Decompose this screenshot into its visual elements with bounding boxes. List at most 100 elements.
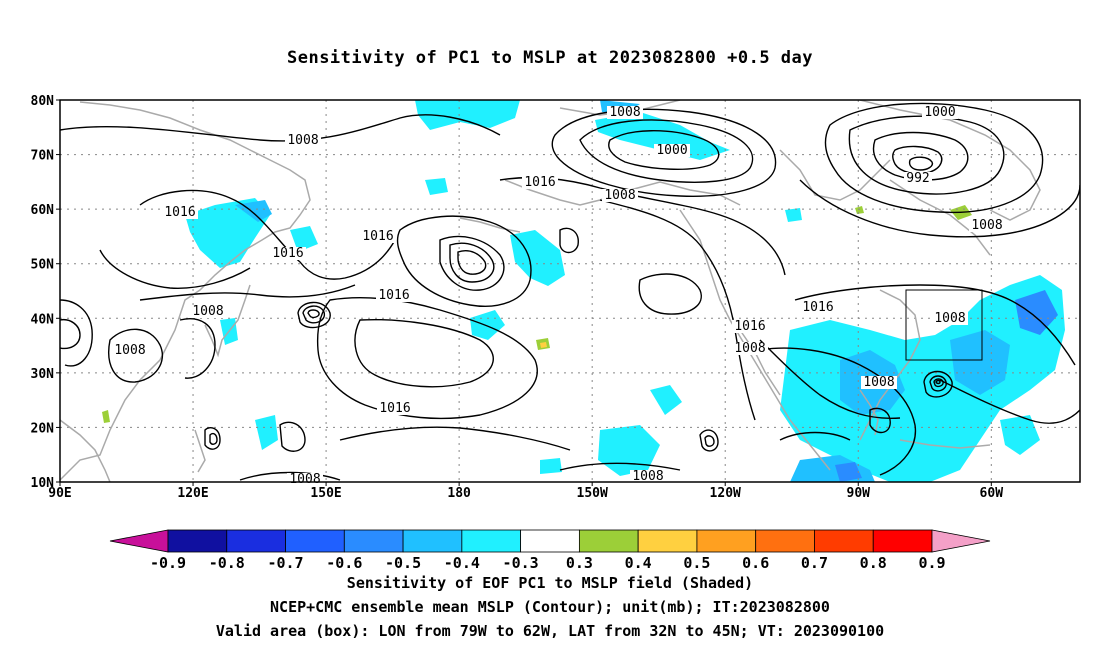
contour-1008-mex	[779, 431, 851, 441]
contour-1008-south	[239, 471, 341, 481]
contour-label: 1008	[971, 218, 1002, 233]
contour-1016-eastpac	[599, 199, 756, 421]
contour-1008-labrador	[799, 179, 1080, 238]
contour-label: 1016	[362, 229, 393, 244]
contour-label: 1016	[378, 288, 409, 303]
contour-label: 1000	[924, 105, 955, 120]
contour-label: 1000	[656, 143, 687, 158]
shade-cyan-aleutian	[510, 230, 565, 286]
lon-tick-label: 60W	[980, 486, 1004, 501]
colorbar-label: -0.8	[209, 554, 245, 572]
lon-tick-label: 180	[447, 486, 471, 501]
colorbar-tip-left	[109, 529, 169, 553]
caption-contour: NCEP+CMC ensemble mean MSLP (Contour); u…	[270, 598, 830, 616]
contour-high-1	[638, 273, 702, 315]
contour-label-bg	[969, 219, 1005, 232]
colorbar-label: 0.9	[918, 554, 945, 572]
colorbar: -0.9 -0.8 -0.7 -0.6 -0.5 -0.4 -0.3 0.3 0.4 0.5 0.6…	[109, 529, 991, 572]
contour-label: 1008	[934, 311, 965, 326]
colorbar-segment	[755, 529, 815, 553]
contour-label-bg	[732, 342, 768, 355]
colorbar-segment	[461, 529, 522, 553]
contour-1016-gulf	[759, 339, 901, 420]
contour-label: 1008	[604, 188, 635, 203]
colorbar-tip-right	[931, 529, 991, 553]
colorbar-label: -0.3	[503, 554, 539, 572]
caption-shading: Sensitivity of EOF PC1 to MSLP field (Sh…	[346, 574, 754, 592]
contour-hurricane-3	[923, 370, 953, 398]
coast-seasia	[60, 419, 111, 482]
contour-label-bg	[630, 470, 666, 483]
shade-green-india	[102, 410, 110, 423]
lat-tick-label: 60N	[31, 203, 55, 218]
caption-valid-area: Valid area (box): LON from 79W to 62W, L…	[215, 622, 885, 640]
contour-aleutian-low-1	[439, 235, 505, 291]
contour-label-bg	[112, 344, 148, 357]
colorbar-segment	[167, 529, 228, 553]
contour-westpac-1	[204, 427, 221, 450]
shade-cyan-south	[540, 458, 562, 474]
contour-label-bg	[932, 312, 968, 325]
lon-tick-label: 90W	[847, 486, 871, 501]
contour-beringlow-1	[579, 119, 754, 183]
coast-philippines	[194, 429, 206, 473]
contour-label-bg	[190, 305, 226, 318]
contour-label: 1016	[272, 246, 303, 261]
colorbar-label: -0.6	[326, 554, 362, 572]
contour-1008-hawaii-s	[559, 462, 681, 471]
coast-korea-japan	[204, 284, 251, 358]
colorbar-segment	[285, 529, 345, 553]
shade-cyan-eastpac	[650, 385, 682, 415]
contour-pac-1016-big	[316, 297, 538, 420]
contour-1016-subtrop-pac	[339, 426, 571, 451]
contour-label: 1008	[863, 375, 894, 390]
lon-tick-label: 120W	[710, 486, 741, 501]
colorbar-label: -0.7	[267, 554, 303, 572]
shade-cyan-midpac	[470, 310, 505, 340]
shade-cyan-us-inland	[425, 178, 448, 195]
contour-label: 1008	[289, 472, 320, 487]
contour-asia-1016	[139, 189, 396, 280]
mslp-contours	[60, 102, 1080, 481]
contour-label-bg	[360, 230, 396, 243]
contour-greenland-1000	[824, 102, 1044, 214]
contour-1016-atlantic	[794, 284, 1076, 366]
contour-label-bg	[922, 106, 958, 119]
contour-label: 1016	[802, 300, 833, 315]
colorbar-label: 0.8	[860, 554, 887, 572]
contour-label: 1016	[164, 205, 195, 220]
coast-florida	[859, 389, 879, 436]
coast-labrador	[889, 179, 991, 256]
contour-label-bg	[285, 134, 321, 147]
contour-1008-japan	[179, 318, 216, 379]
contour-label-bg	[800, 301, 836, 314]
colorbar-segment	[343, 529, 404, 553]
shade-cyan-hudson-small	[785, 208, 802, 222]
lat-tick-label: 30N	[31, 367, 55, 382]
shade-deep-blue-gulf	[835, 462, 862, 482]
contour-1008-westpac	[108, 328, 163, 383]
contour-westpac-3	[279, 421, 306, 452]
colorbar-label: 0.6	[742, 554, 769, 572]
lat-tick-label: 50N	[31, 258, 55, 273]
colorbar-label: -0.5	[385, 554, 421, 572]
contour-label: 1008	[287, 133, 318, 148]
shade-cyan-bering	[595, 112, 730, 160]
contour-1016-westpac-long	[139, 284, 356, 301]
contour-westpac-2	[209, 432, 218, 445]
shade-cyan-siberia	[185, 198, 270, 268]
contour-label: 1016	[734, 319, 765, 334]
shade-cyan-atl-main	[780, 275, 1065, 482]
contour-hurricane-1	[929, 375, 947, 392]
contour-label-bg	[904, 172, 932, 185]
colorbar-label: 0.5	[683, 554, 710, 572]
lat-tick-label: 80N	[31, 94, 55, 109]
contour-bering-1008	[551, 108, 777, 197]
contour-label: 1008	[114, 343, 145, 358]
contour-greenland-low-4	[908, 156, 934, 171]
page-title: Sensitivity of PC1 to MSLP at 2023082800…	[286, 48, 813, 68]
coast-hudson	[779, 149, 891, 201]
map-frame	[59, 99, 1081, 483]
lat-tick-label: 70N	[31, 149, 55, 164]
